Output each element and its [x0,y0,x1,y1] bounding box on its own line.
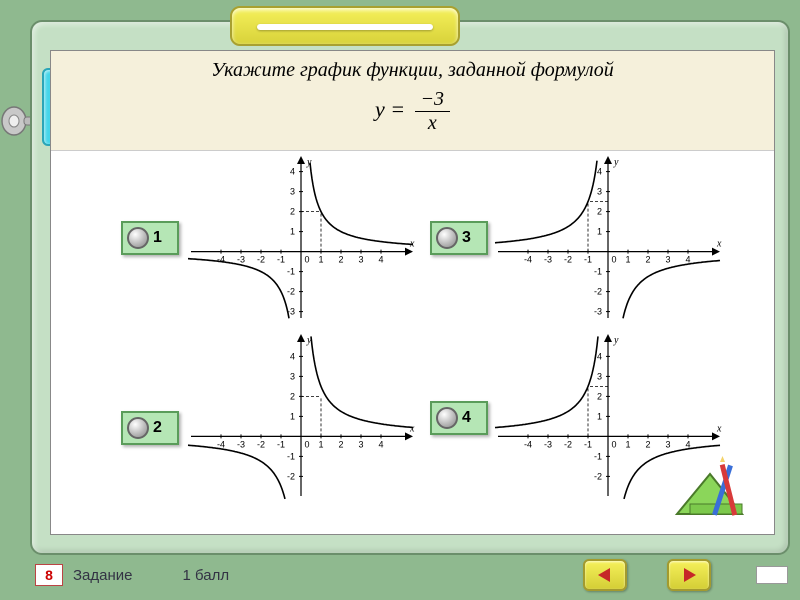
svg-text:3: 3 [358,439,363,449]
svg-text:1: 1 [625,255,630,265]
formula-lhs: y = [375,97,405,122]
svg-text:2: 2 [597,207,602,217]
answer-label: 3 [462,229,471,247]
plot-1: -4-3-2-101234-3-2-11234xy [186,153,416,323]
svg-text:0: 0 [304,255,309,265]
svg-text:-2: -2 [257,255,265,265]
radio-icon [436,407,458,429]
svg-text:-1: -1 [277,255,285,265]
svg-text:-1: -1 [584,255,592,265]
svg-text:3: 3 [665,255,670,265]
answer-option-1[interactable]: 1 [121,221,179,255]
svg-text:-3: -3 [544,439,552,449]
task-label: Задание [73,567,133,584]
radio-icon [127,227,149,249]
plot-2: -4-3-2-101234-2-11234xy [186,331,416,501]
svg-text:4: 4 [290,167,295,177]
answer-option-4[interactable]: 4 [430,401,488,435]
content-panel: Укажите график функции, заданной формуло… [50,50,775,535]
svg-text:1: 1 [597,411,602,421]
svg-text:-3: -3 [237,255,245,265]
svg-text:-2: -2 [257,439,265,449]
formula-numerator: −3 [415,88,451,112]
svg-text:x: x [716,239,722,250]
svg-text:2: 2 [338,439,343,449]
formula: y = −3 x [101,88,724,135]
svg-text:0: 0 [304,439,309,449]
svg-text:3: 3 [358,255,363,265]
status-box [756,566,788,584]
svg-text:4: 4 [290,351,295,361]
svg-text:-2: -2 [564,255,572,265]
svg-text:4: 4 [378,255,383,265]
svg-text:-2: -2 [564,439,572,449]
plot-4: -4-3-2-101234-2-11234xy [493,331,723,501]
svg-text:-1: -1 [594,267,602,277]
answer-option-2[interactable]: 2 [121,411,179,445]
top-tab-decoration [230,6,460,46]
answer-option-3[interactable]: 3 [430,221,488,255]
svg-text:-2: -2 [594,471,602,481]
svg-text:-1: -1 [277,439,285,449]
svg-text:1: 1 [597,227,602,237]
radio-icon [127,417,149,439]
task-number: 8 [35,564,63,586]
svg-text:-3: -3 [237,439,245,449]
svg-text:-3: -3 [594,307,602,317]
svg-text:-4: -4 [524,255,532,265]
svg-text:-4: -4 [524,439,532,449]
question-text: Укажите график функции, заданной формуло… [101,59,724,82]
svg-text:2: 2 [290,207,295,217]
answer-label: 2 [153,419,162,437]
svg-text:3: 3 [597,371,602,381]
svg-text:-1: -1 [584,439,592,449]
svg-text:-3: -3 [544,255,552,265]
svg-text:y: y [613,335,619,346]
next-button[interactable] [667,559,711,591]
svg-text:-4: -4 [217,255,225,265]
radio-icon [436,227,458,249]
svg-text:3: 3 [597,187,602,197]
svg-text:x: x [409,423,415,434]
svg-text:y: y [613,157,619,168]
svg-text:2: 2 [645,439,650,449]
svg-text:2: 2 [338,255,343,265]
svg-text:-1: -1 [287,451,295,461]
svg-text:1: 1 [318,439,323,449]
svg-text:0: 0 [611,439,616,449]
svg-text:1: 1 [290,411,295,421]
svg-text:1: 1 [290,227,295,237]
answer-label: 4 [462,409,471,427]
prev-button[interactable] [583,559,627,591]
svg-text:2: 2 [290,391,295,401]
svg-text:1: 1 [625,439,630,449]
svg-text:-1: -1 [594,451,602,461]
svg-text:-2: -2 [287,287,295,297]
graphs-area: -4-3-2-101234-3-2-11234xy-4-3-2-101234-2… [51,151,774,534]
answer-label: 1 [153,229,162,247]
svg-text:4: 4 [597,167,602,177]
svg-text:2: 2 [597,391,602,401]
svg-text:-2: -2 [594,287,602,297]
score-label: 1 балл [183,567,230,584]
svg-text:4: 4 [597,351,602,361]
svg-text:0: 0 [611,255,616,265]
question-box: Укажите график функции, заданной формуло… [51,51,774,151]
svg-text:x: x [716,423,722,434]
svg-text:2: 2 [645,255,650,265]
bottom-bar: 8 Задание 1 балл [35,558,788,592]
svg-text:4: 4 [378,439,383,449]
plot-3: -4-3-2-101234-3-2-11234xy [493,153,723,323]
svg-text:3: 3 [665,439,670,449]
formula-denominator: x [415,112,451,135]
svg-text:3: 3 [290,371,295,381]
svg-text:3: 3 [290,187,295,197]
svg-text:-2: -2 [287,471,295,481]
svg-text:1: 1 [318,255,323,265]
svg-text:-1: -1 [287,267,295,277]
